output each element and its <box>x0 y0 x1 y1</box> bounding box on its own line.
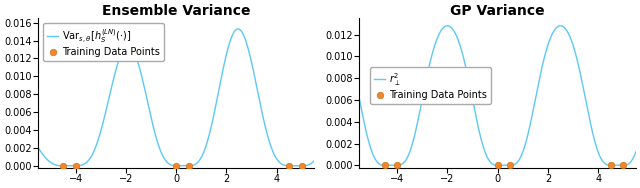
Line: Var$_{s,\theta}[h_S^{(LN)}(\cdot)]$: Var$_{s,\theta}[h_S^{(LN)}(\cdot)]$ <box>31 29 322 166</box>
Legend: Var$_{s,\theta}[h_S^{(LN)}(\cdot)]$, Training Data Points: Var$_{s,\theta}[h_S^{(LN)}(\cdot)]$, Tra… <box>43 23 164 61</box>
Training Data Points <box>505 164 515 167</box>
Title: GP Variance: GP Variance <box>451 4 545 18</box>
$r_\perp^2$ <box>634 145 640 147</box>
Training Data Points <box>171 164 181 167</box>
Training Data Points <box>297 164 307 167</box>
$r_\perp^2$ <box>381 164 389 167</box>
Var$_{s,\theta}[h_S^{(LN)}(\cdot)]$ <box>60 165 68 167</box>
Var$_{s,\theta}[h_S^{(LN)}(\cdot)]$ <box>151 132 159 135</box>
Var$_{s,\theta}[h_S^{(LN)}(\cdot)]$ <box>318 147 326 149</box>
Training Data Points <box>493 164 503 167</box>
Legend: $r_\perp^2$, Training Data Points: $r_\perp^2$, Training Data Points <box>370 67 491 104</box>
Training Data Points <box>380 164 390 167</box>
$r_\perp^2$ <box>460 57 467 59</box>
Var$_{s,\theta}[h_S^{(LN)}(\cdot)]$ <box>234 28 242 30</box>
Line: $r_\perp^2$: $r_\perp^2$ <box>352 26 640 165</box>
Var$_{s,\theta}[h_S^{(LN)}(\cdot)]$ <box>60 165 67 167</box>
$r_\perp^2$ <box>399 163 406 165</box>
Var$_{s,\theta}[h_S^{(LN)}(\cdot)]$ <box>312 157 320 159</box>
Training Data Points <box>392 164 403 167</box>
Var$_{s,\theta}[h_S^{(LN)}(\cdot)]$ <box>77 164 85 166</box>
$r_\perp^2$ <box>472 117 480 119</box>
Training Data Points <box>618 164 628 167</box>
$r_\perp^2$ <box>557 25 564 27</box>
$r_\perp^2$ <box>348 62 356 64</box>
Var$_{s,\theta}[h_S^{(LN)}(\cdot)]$ <box>281 164 289 167</box>
Var$_{s,\theta}[h_S^{(LN)}(\cdot)]$ <box>138 78 146 80</box>
Training Data Points <box>184 164 194 167</box>
Title: Ensemble Variance: Ensemble Variance <box>102 4 250 18</box>
Training Data Points <box>605 164 616 167</box>
Training Data Points <box>70 164 81 167</box>
Var$_{s,\theta}[h_S^{(LN)}(\cdot)]$ <box>27 134 35 136</box>
$r_\perp^2$ <box>602 163 610 166</box>
$r_\perp^2$ <box>607 164 614 167</box>
Training Data Points <box>284 164 294 167</box>
Training Data Points <box>58 164 68 167</box>
